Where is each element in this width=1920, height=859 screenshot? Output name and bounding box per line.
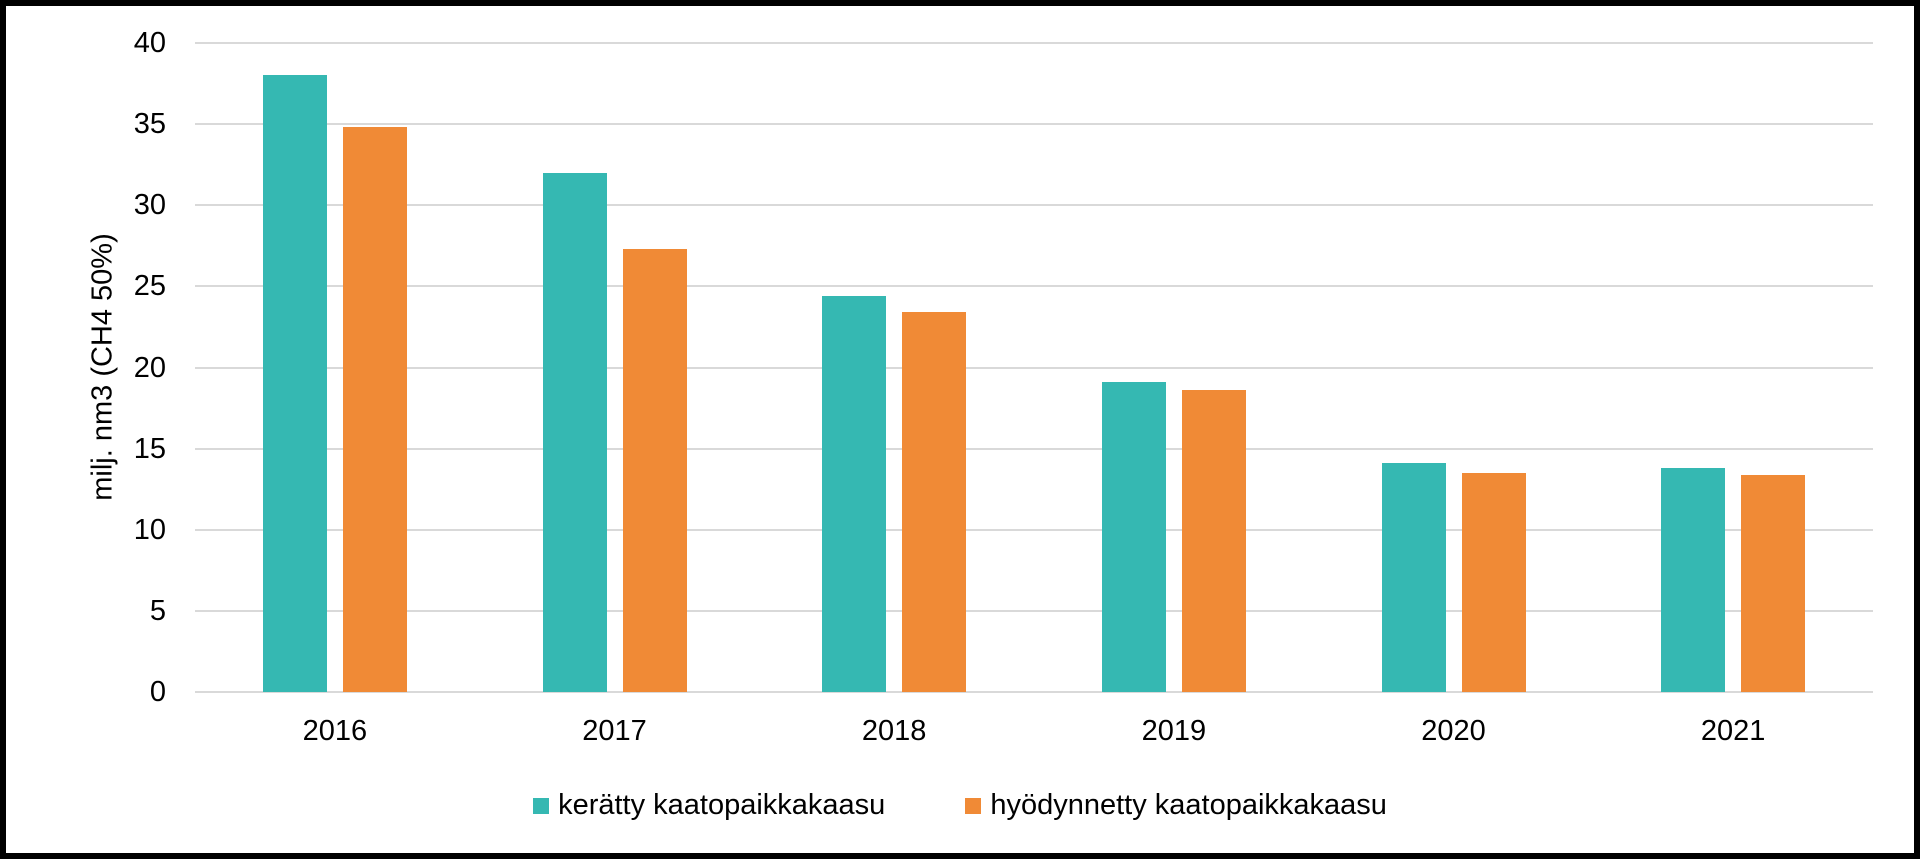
- x-tick-label-2018: 2018: [861, 715, 927, 747]
- legend-swatch-icon: [533, 797, 550, 814]
- plot-area: [195, 42, 1873, 693]
- bar-2021-series-0: [1661, 468, 1726, 692]
- bar-2020-series-0: [1381, 463, 1446, 692]
- legend-label: hyödynnetty kaatopaikkakaasu: [990, 789, 1387, 821]
- bar-2019-series-1: [1181, 390, 1246, 692]
- bar-2019-series-0: [1101, 382, 1166, 692]
- y-tick-label-30: 30: [133, 189, 166, 222]
- bar-2016-series-0: [262, 75, 327, 692]
- gridline-25: [195, 285, 1873, 288]
- y-tick-label-0: 0: [149, 676, 166, 708]
- y-tick-label-15: 15: [133, 432, 166, 465]
- y-tick-label-10: 10: [133, 513, 166, 546]
- y-tick-label-5: 5: [149, 594, 166, 627]
- x-tick-label-2021: 2021: [1700, 715, 1766, 747]
- x-tick-label-2016: 2016: [302, 715, 368, 747]
- legend-swatch-icon: [965, 797, 982, 814]
- gridline-5: [195, 609, 1873, 612]
- x-tick-label-2020: 2020: [1421, 715, 1486, 747]
- gridline-30: [195, 204, 1873, 207]
- gridline-0: [195, 691, 1873, 693]
- legend-label: kerätty kaatopaikkakaasu: [558, 789, 886, 821]
- x-tick-label-2017: 2017: [582, 715, 647, 747]
- y-tick-label-25: 25: [133, 270, 166, 303]
- y-tick-label-35: 35: [133, 108, 166, 141]
- bar-2020-series-1: [1461, 472, 1526, 692]
- x-tick-label-2019: 2019: [1141, 715, 1207, 747]
- gridline-15: [195, 447, 1873, 450]
- bar-2018-series-1: [902, 312, 967, 692]
- gridline-40: [195, 42, 1873, 44]
- bar-2017-series-1: [622, 249, 687, 692]
- gridline-20: [195, 366, 1873, 369]
- chart-canvas: milj. nm3 (CH4 50%) 0 5 10 15 20 25 30 35 40 201…: [6, 6, 1914, 853]
- bar-2021-series-1: [1741, 474, 1806, 692]
- gridline-10: [195, 528, 1873, 531]
- y-tick-label-20: 20: [133, 351, 166, 384]
- bar-2017-series-0: [542, 172, 607, 692]
- legend-item-1: hyödynnetty kaatopaikkakaasu: [965, 789, 1387, 822]
- bar-2016-series-1: [342, 127, 407, 692]
- gridline-35: [195, 123, 1873, 126]
- legend-item-0: kerätty kaatopaikkakaasu: [533, 789, 885, 822]
- legend: kerätty kaatopaikkakaasu hyödynnetty kaat…: [6, 789, 1914, 822]
- y-tick-label-40: 40: [133, 27, 166, 59]
- bar-2018-series-0: [822, 296, 887, 692]
